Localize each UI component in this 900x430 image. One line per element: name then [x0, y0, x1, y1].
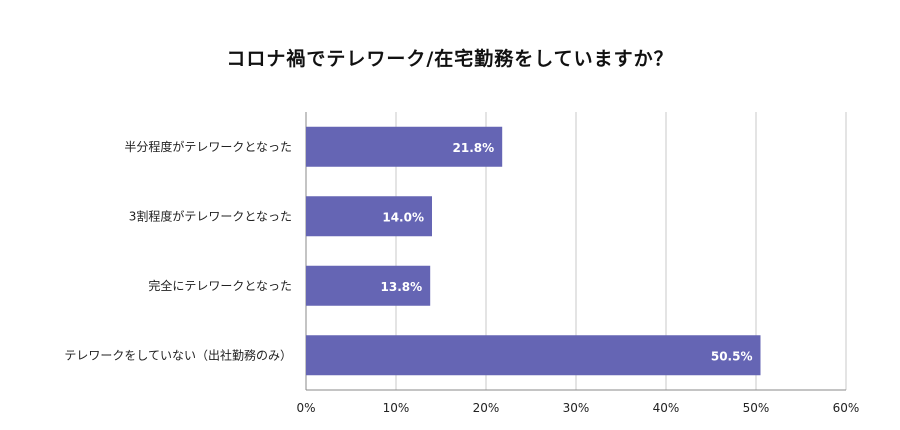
category-label-3: テレワークをしていない（出社勤務のみ）	[64, 347, 292, 362]
bar-value-label-3: 50.5%	[711, 349, 753, 363]
bar-value-label-2: 13.8%	[381, 280, 423, 294]
bar-3	[306, 335, 761, 376]
x-tick-label-40: 40%	[653, 401, 680, 415]
bar-0	[306, 126, 503, 167]
bar-2	[306, 265, 431, 306]
category-label-2: 完全にテレワークとなった	[148, 278, 292, 293]
bar-value-label-1: 14.0%	[382, 210, 424, 224]
category-label-0: 半分程度がテレワークとなった	[124, 139, 292, 154]
x-tick-label-0: 0%	[296, 401, 315, 415]
category-labels: 半分程度がテレワークとなった 3割程度がテレワークとなった完全にテレワークとなった…	[64, 139, 292, 363]
bars: 21.8% 14.0% 13.8% 50.5%	[306, 126, 761, 376]
x-tick-label-60: 60%	[833, 401, 860, 415]
chart-title: コロナ禍でテレワーク/在宅勤務をしていますか？	[226, 48, 674, 70]
x-tick-label-10: 10%	[383, 401, 410, 415]
x-tick-label-30: 30%	[563, 401, 590, 415]
bar-1	[306, 196, 432, 237]
bar-value-label-0: 21.8%	[453, 141, 495, 155]
x-axis-ticks: 0% 10% 20% 30% 40% 50% 60%	[296, 401, 859, 415]
category-label-1: 3割程度がテレワークとなった	[129, 208, 292, 223]
x-tick-label-20: 20%	[473, 401, 500, 415]
x-tick-label-50: 50%	[743, 401, 770, 415]
